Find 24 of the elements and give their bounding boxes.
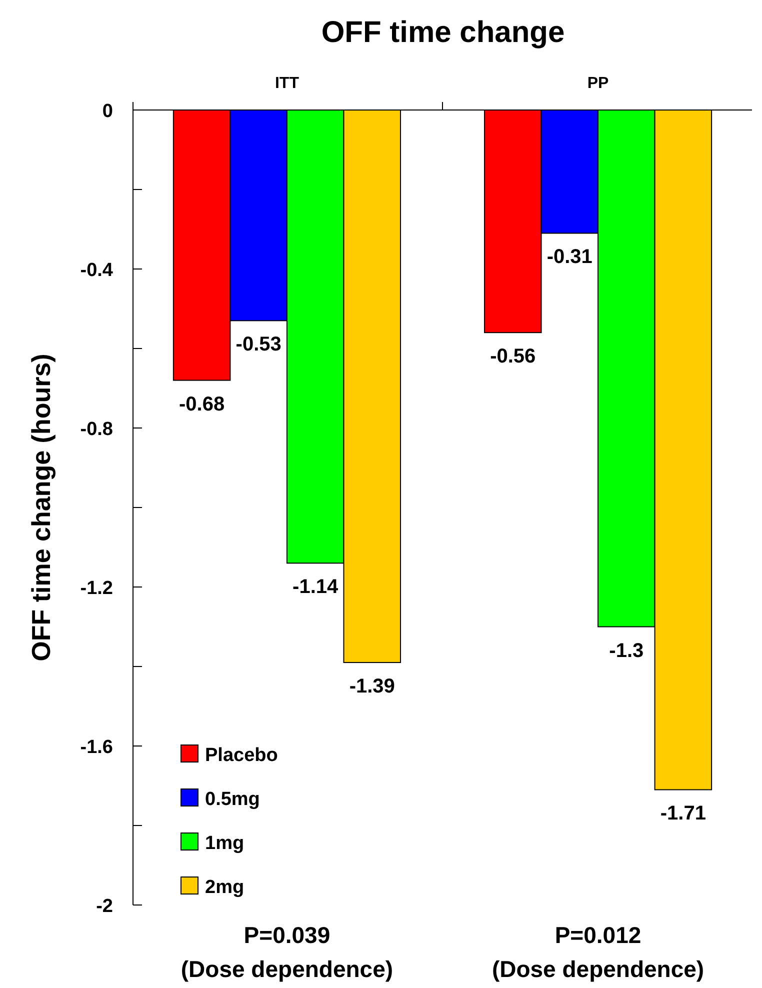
legend-label: 2mg: [205, 877, 244, 898]
y-tick-label: -1.2: [80, 578, 113, 599]
y-tick-label: -0.4: [80, 260, 114, 281]
legend-label: 0.5mg: [205, 789, 260, 810]
text: P=0.039 (Dose dependence): [180, 922, 394, 982]
y-axis-title: OFF time change (hours): [26, 354, 56, 662]
y-tick-label: -0.8: [80, 419, 113, 440]
y-tick-label: 0: [102, 101, 113, 122]
chart-title: OFF time change: [321, 16, 565, 49]
data-label: -1.39: [349, 676, 395, 698]
data-label: -0.53: [236, 334, 282, 356]
x-tick-label: PP: [587, 75, 610, 92]
data-label: -0.68: [179, 393, 225, 416]
y-tick-label: -2: [96, 896, 113, 917]
data-label: -0.56: [490, 346, 536, 368]
data-label: -1.14: [292, 576, 340, 598]
data-label: -0.31: [546, 246, 592, 268]
y-tick-label: -1.6: [80, 737, 113, 758]
data-label: -1.71: [660, 802, 706, 825]
data-label: -1.3: [609, 640, 644, 662]
x-tick-label: ITT: [274, 75, 300, 92]
text: P=0.012 (Dose dependence): [492, 922, 704, 982]
legend-label: 1mg: [205, 833, 244, 854]
legend-label: Placebo: [205, 745, 278, 766]
